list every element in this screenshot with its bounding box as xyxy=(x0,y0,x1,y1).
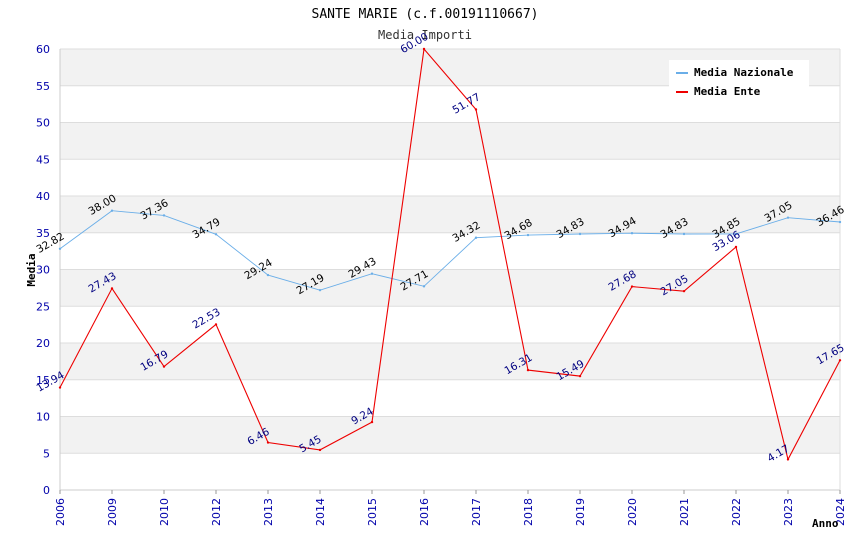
data-point xyxy=(526,233,530,237)
axes xyxy=(59,49,841,494)
data-point xyxy=(578,374,582,378)
x-tick-label: 2014 xyxy=(314,498,327,526)
data-point xyxy=(526,368,530,372)
y-tick-label: 55 xyxy=(36,80,50,93)
data-point xyxy=(474,236,478,239)
x-tick-label: 2006 xyxy=(54,498,67,526)
data-point xyxy=(734,232,738,236)
grid-band xyxy=(60,453,840,490)
data-point xyxy=(422,47,426,51)
data-point xyxy=(786,216,790,219)
data-point xyxy=(370,272,374,275)
data-point xyxy=(578,232,582,236)
series-line xyxy=(59,47,841,461)
y-tick-label: 5 xyxy=(43,447,50,460)
chart-subtitle: Media Importi xyxy=(378,28,472,42)
x-tick-label: 2013 xyxy=(262,498,275,526)
data-point xyxy=(682,232,686,236)
grid-band xyxy=(60,232,840,270)
data-point xyxy=(214,233,218,236)
data-point xyxy=(110,287,114,290)
data-point xyxy=(682,289,686,293)
x-tick-label: 2020 xyxy=(626,498,639,526)
x-tick-label: 2019 xyxy=(574,498,587,526)
x-tick-label: 2010 xyxy=(158,498,171,526)
data-point xyxy=(110,209,114,212)
data-point xyxy=(58,386,62,389)
data-point xyxy=(838,359,842,362)
x-tick-label: 2018 xyxy=(522,498,535,526)
data-point xyxy=(370,420,374,424)
x-tick-label: 2009 xyxy=(106,498,119,526)
y-tick-labels: 0 5 10 15 20 25 30 35 40 45 50 55 60 xyxy=(36,43,50,497)
y-tick-label: 15 xyxy=(36,374,50,387)
legend: Media Nazionale Media Ente xyxy=(669,60,809,100)
y-tick-label: 50 xyxy=(36,117,50,130)
y-tick-label: 25 xyxy=(36,300,50,313)
x-tick-label: 2015 xyxy=(366,498,379,526)
x-tick-label: 2012 xyxy=(210,498,223,526)
y-tick-label: 30 xyxy=(36,264,50,277)
grid-band xyxy=(60,306,840,343)
data-point xyxy=(838,220,842,224)
legend-label: Media Nazionale xyxy=(694,66,794,79)
grid-band xyxy=(60,196,840,233)
y-tick-label: 40 xyxy=(36,190,50,203)
data-point xyxy=(422,285,426,288)
data-point xyxy=(266,441,270,444)
chart-title: SANTE MARIE (c.f.00191110667) xyxy=(312,7,539,22)
x-tick-label: 2023 xyxy=(782,498,795,526)
data-point xyxy=(630,285,634,288)
data-point xyxy=(214,323,218,326)
y-axis-label: Media xyxy=(25,253,38,286)
grid-band xyxy=(60,416,840,454)
x-axis-label: Anno xyxy=(812,517,839,530)
series-line xyxy=(59,210,841,291)
x-tick-label: 2024 xyxy=(834,498,847,526)
series-lines xyxy=(58,47,842,461)
x-tick-label: 2016 xyxy=(418,498,431,526)
data-point xyxy=(58,247,62,250)
data-point xyxy=(266,273,270,277)
x-tick-label: 2017 xyxy=(470,498,483,526)
x-tick-label: 2022 xyxy=(730,498,743,526)
grid-band xyxy=(60,159,840,196)
data-point xyxy=(162,365,166,368)
data-point xyxy=(474,108,478,111)
data-point xyxy=(786,458,790,461)
legend-label: Media Ente xyxy=(694,85,761,98)
grid-band xyxy=(60,343,840,380)
grid-band xyxy=(60,379,840,417)
x-tick-labels: 2006 2009 2010 2012 2013 2014 2015 2016 2017 2018… xyxy=(54,498,847,526)
data-point xyxy=(318,288,322,292)
y-tick-label: 20 xyxy=(36,337,50,350)
grid-bands xyxy=(60,49,840,490)
y-tick-label: 10 xyxy=(36,411,50,424)
y-tick-label: 45 xyxy=(36,153,50,166)
data-point xyxy=(318,448,322,452)
data-point xyxy=(162,214,166,217)
x-tick-label: 2021 xyxy=(678,498,691,526)
data-point xyxy=(734,245,738,249)
grid-band xyxy=(60,269,840,307)
y-tick-label: 60 xyxy=(36,43,50,56)
legend-box xyxy=(669,60,809,100)
data-point xyxy=(630,231,634,235)
y-tick-label: 0 xyxy=(43,484,50,497)
y-tick-label: 35 xyxy=(36,227,50,240)
grid-band xyxy=(60,122,840,160)
